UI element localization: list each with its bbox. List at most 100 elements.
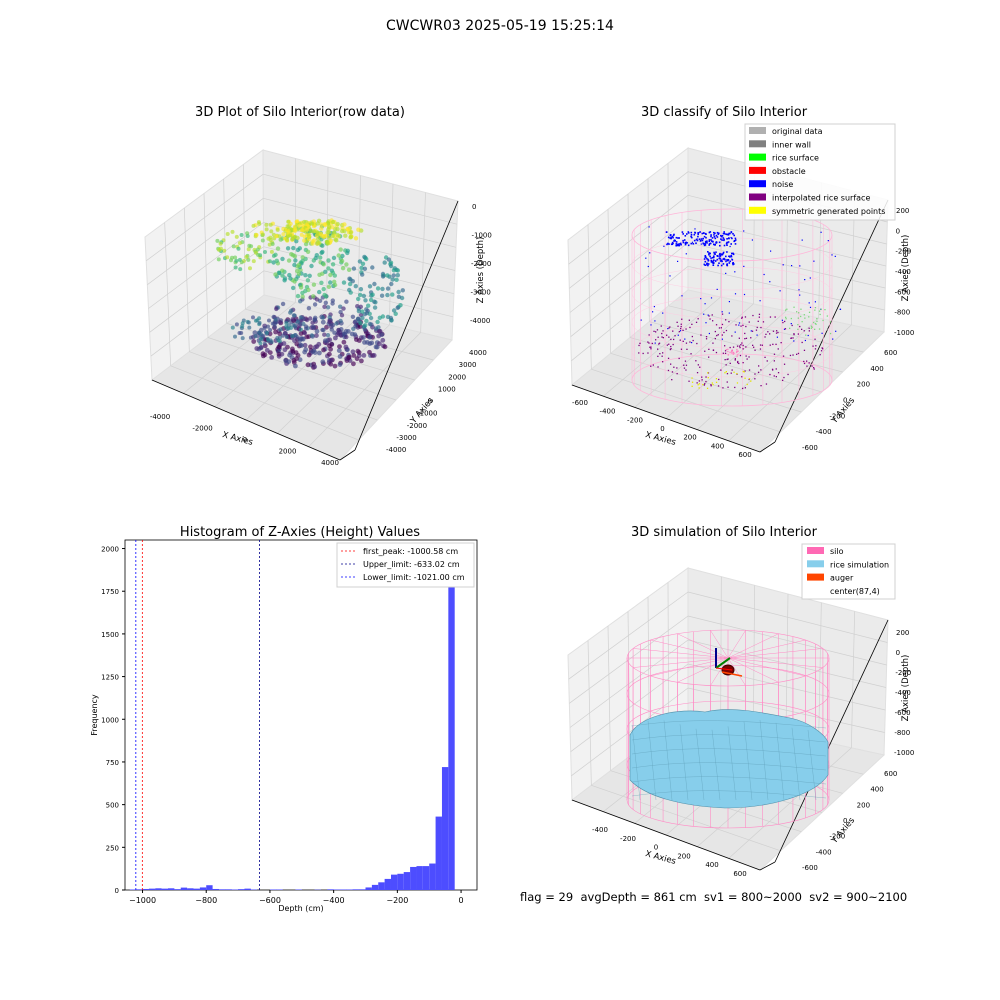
data-point [394,277,399,282]
interpolated-point [683,364,685,366]
data-point [287,352,292,358]
noise-point [694,232,697,234]
interpolated-point [712,320,714,322]
noise-point [709,255,711,258]
interpolated-point [783,376,785,379]
data-point [340,228,345,234]
noise-point [701,239,704,242]
interpolated-point [777,372,780,374]
interpolated-point [671,371,674,373]
interpolated-point [696,342,698,345]
data-point [314,328,320,334]
noise-point [692,243,695,245]
data-point [239,331,244,335]
data-point [373,300,378,305]
grid-line [728,324,852,442]
rice-surface-point [785,316,787,318]
data-point [297,357,303,363]
histogram-bar [174,889,181,890]
data-point [347,281,353,287]
data-point [319,226,324,231]
noise-point [729,256,731,258]
data-point [360,272,365,277]
data-point [363,298,368,303]
interpolated-point [741,317,743,319]
figure-title: CWCWR03 2025-05-19 15:25:14 [386,18,614,34]
y-tick-label: 1000 [438,385,456,393]
interpolated-point [744,332,746,335]
interpolated-point [679,339,681,341]
interpolated-point [650,348,652,350]
data-point [390,292,395,297]
noise-point [691,241,694,243]
original-point [736,355,738,358]
z-tick-label: 0 [896,227,900,235]
data-point [362,340,367,345]
data-point [286,219,291,224]
rice-surface-point [814,309,816,311]
data-point [321,286,326,292]
data-point [263,250,267,254]
data-point [252,330,258,336]
data-point [294,356,299,362]
symmetric-point [750,380,752,382]
data-point [268,328,273,332]
interpolated-point [803,360,805,363]
noise-point [820,231,822,233]
original-point [731,349,733,352]
interpolated-point [821,347,823,349]
interpolated-point [647,341,649,343]
rice-surface-point [798,312,800,314]
noise-point [715,251,717,253]
rice-mesh-line [759,720,769,801]
noise-point [690,235,692,238]
noise-point [667,236,670,239]
noise-point [649,252,651,254]
original-point [737,354,739,356]
noise-point [690,234,693,236]
noise-point [710,234,712,236]
data-point [302,349,308,355]
noise-point [687,231,690,233]
data-point [282,347,288,353]
x-axis-label: Depth (cm) [278,904,323,913]
data-point [293,350,299,355]
interpolated-point [815,345,817,347]
noise-point [711,240,713,242]
interpolated-point [783,363,786,365]
original-point [729,351,731,353]
data-point [292,338,297,344]
noise-point [705,322,707,324]
data-point [368,297,374,303]
noise-point [725,233,727,235]
interpolated-point [741,376,743,378]
noise-point [726,241,728,244]
data-point [382,344,388,350]
interpolated-point [701,376,703,378]
data-point [275,246,281,251]
symmetric-point [698,383,701,385]
data-point [379,293,385,298]
rice-mesh-line [743,721,753,801]
noise-point [713,234,715,236]
noise-point [686,242,688,244]
data-point [280,273,285,278]
noise-point [718,241,721,244]
noise-point [684,243,687,246]
data-point [352,332,358,337]
noise-point [672,234,675,237]
data-point [297,246,302,251]
noise-point [671,241,674,244]
interpolated-point [760,326,762,329]
noise-point [669,237,672,240]
interpolated-point [742,348,744,350]
noise-point [669,275,671,277]
x-tick-label: -600 [572,399,588,407]
data-point [391,308,397,313]
noise-point [730,231,733,233]
data-point [385,292,390,298]
z-tick-label: 200 [896,629,909,637]
data-point [345,248,350,253]
silo-top-spoke [677,633,729,659]
interpolated-point [674,335,676,337]
